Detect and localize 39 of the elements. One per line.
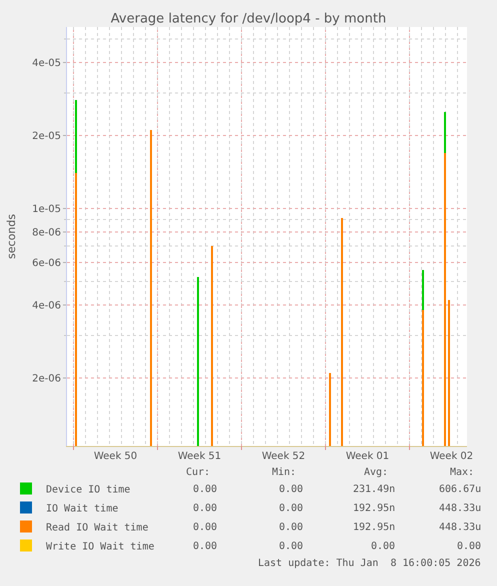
text: 0.00 <box>457 541 482 552</box>
text: 0.00 <box>279 503 304 514</box>
text: 0.00 <box>193 484 218 495</box>
x-tick-label: Week 01 <box>346 451 390 462</box>
text: Last update: Thu Jan 8 16:00:05 2026 <box>258 558 481 569</box>
text: Max: <box>450 467 474 478</box>
x-tick-label: Week 50 <box>94 451 138 462</box>
x-tick-label: Week 02 <box>430 451 474 462</box>
text: 448.33u <box>439 522 482 533</box>
text: 0.00 <box>193 522 218 533</box>
text: 0.00 <box>193 503 218 514</box>
text: 0.00 <box>193 541 218 552</box>
text: 0.00 <box>371 541 396 552</box>
text: 448.33u <box>439 503 482 514</box>
chart-title: Average latency for /dev/loop4 - by month <box>110 12 386 27</box>
text: Avg: <box>364 467 388 478</box>
text: 0.00 <box>279 484 304 495</box>
text: 0.00 <box>279 522 304 533</box>
text: Min: <box>272 467 296 478</box>
text: 0.00 <box>279 541 304 552</box>
x-tick-label: Week 52 <box>262 451 306 462</box>
text: Cur: <box>186 467 210 478</box>
x-tick-label: Week 51 <box>178 451 222 462</box>
y-tick-label: 4e-05 <box>32 58 61 69</box>
y-tick-label: 8e-06 <box>32 228 61 239</box>
y-tick-label: 1e-05 <box>32 204 61 216</box>
legend-label: Read IO Wait time <box>46 522 148 534</box>
legend-label: Device IO time <box>46 484 130 496</box>
legend-label: IO Wait time <box>46 503 118 514</box>
y-tick-label: 6e-06 <box>32 258 61 269</box>
text: 192.95n <box>353 522 396 533</box>
text: 192.95n <box>353 503 396 514</box>
y-tick-label: 4e-06 <box>32 300 61 312</box>
text: 606.67u <box>439 484 482 495</box>
legend-label: Write IO Wait time <box>46 541 154 552</box>
y-tick-label: 2e-06 <box>32 374 61 385</box>
text: 231.49n <box>353 484 396 495</box>
y-tick-label: 2e-05 <box>32 130 61 142</box>
y-axis-title: seconds <box>4 214 18 259</box>
